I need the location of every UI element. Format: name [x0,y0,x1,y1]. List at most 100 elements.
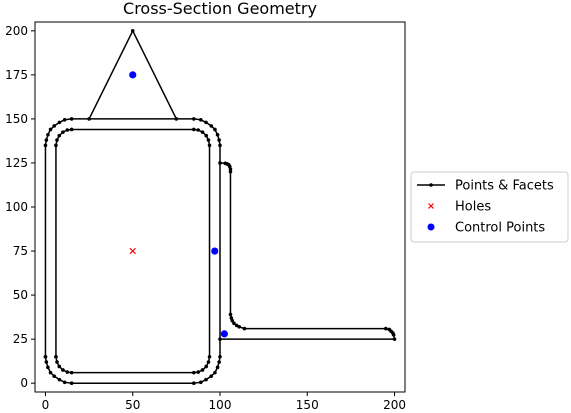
facet-point [206,138,211,142]
facet-point [204,120,208,125]
facet-point [215,132,220,137]
facet-point [384,326,388,331]
facet-point [196,128,200,132]
facet-point [192,381,196,385]
facet-point [204,377,208,382]
x-tick-label: 150 [296,398,319,412]
facet-polyline [219,162,396,340]
facet-point [237,325,241,329]
y-tick-label: 75 [13,244,28,258]
facet-point [204,133,209,138]
legend-label-control-points: Control Points [455,221,545,236]
facet-point [218,337,222,341]
facet-point [57,377,62,382]
facet-point [204,364,209,369]
control-point-marker [220,330,228,338]
x-tick-label: 0 [42,398,50,412]
facet-point [391,332,396,337]
y-tick-label: 50 [13,288,28,302]
facet-point [55,360,59,364]
plot-content [43,29,397,385]
facet-point [174,117,179,121]
facet-point [218,143,222,148]
facet-point [392,337,397,341]
legend-label-points-facets: Points & Facets [455,179,554,194]
facet-point [46,132,50,137]
facet-point [242,326,247,331]
facet-point [217,360,221,364]
facet-point [62,380,67,385]
y-tick-label: 200 [5,24,28,38]
facet-point [209,374,214,378]
facet-point [213,127,217,132]
facet-point [46,365,50,370]
facet-point [69,127,74,132]
y-tick-label: 175 [5,68,28,82]
facet-point [61,130,65,134]
control-point-marker [211,247,219,255]
facet-point [192,127,196,132]
facet-point [54,354,58,359]
legend-item-holes: Holes [428,200,491,215]
facet-point [54,143,58,148]
facet-point [215,365,220,370]
y-axis: 0 25 50 75 100 125 150 175 200 [5,24,35,390]
y-tick-label: 100 [5,200,28,214]
facet-point [207,354,212,359]
facet-point [199,117,203,122]
facet-point [52,124,56,128]
facet-point [192,370,196,375]
facet-point [65,128,70,132]
legend-item-points-facets: Points & Facets [417,179,554,194]
facet-point [65,370,70,374]
y-tick-label: 25 [13,332,28,346]
facet-point [228,167,233,171]
legend-box [410,171,569,243]
control-point-marker [129,71,137,79]
facet-point [228,312,233,317]
facet-point [52,374,56,378]
facet-point [87,117,91,121]
x-tick-label: 100 [209,398,232,412]
facet-point [199,380,203,385]
legend-item-control-points: Control Points [427,221,545,236]
facet-point [232,321,236,326]
facet-point [44,360,49,364]
facet-point [57,364,62,369]
facet-point [44,138,49,142]
y-tick-label: 125 [5,156,28,170]
legend-dot-marker [429,183,433,187]
legend-circle-marker [427,223,435,231]
facet-point [200,130,205,134]
x-tick-label: 50 [125,398,140,412]
facet-point [230,318,235,323]
legend-label-holes: Holes [455,200,491,215]
plot-frame [34,21,406,393]
facet-point [196,370,200,374]
facet-point [218,354,222,359]
facet-point [209,124,214,128]
facet-point [43,354,48,359]
x-tick-label: 200 [383,398,406,412]
facet-point [218,161,222,165]
facet-point [48,127,53,132]
facet-point [57,133,62,138]
facet-point [62,117,67,122]
y-tick-label: 150 [5,112,28,126]
facet-point [200,368,205,372]
facet-point [43,143,48,148]
facet-point [207,143,212,148]
x-axis: 0 50 100 150 200 [42,392,406,412]
facet-point [213,370,217,375]
facet-point [69,370,74,375]
facet-point [55,138,59,142]
facet-point [48,370,53,375]
facet-point [192,117,196,121]
facet-point [69,381,74,385]
facet-point [217,138,221,142]
y-tick-label: 0 [20,376,28,390]
facet-point [228,169,233,174]
legend: Points & Facets Holes Control Points [410,171,569,243]
chart-title: Cross-Section Geometry [123,0,317,18]
